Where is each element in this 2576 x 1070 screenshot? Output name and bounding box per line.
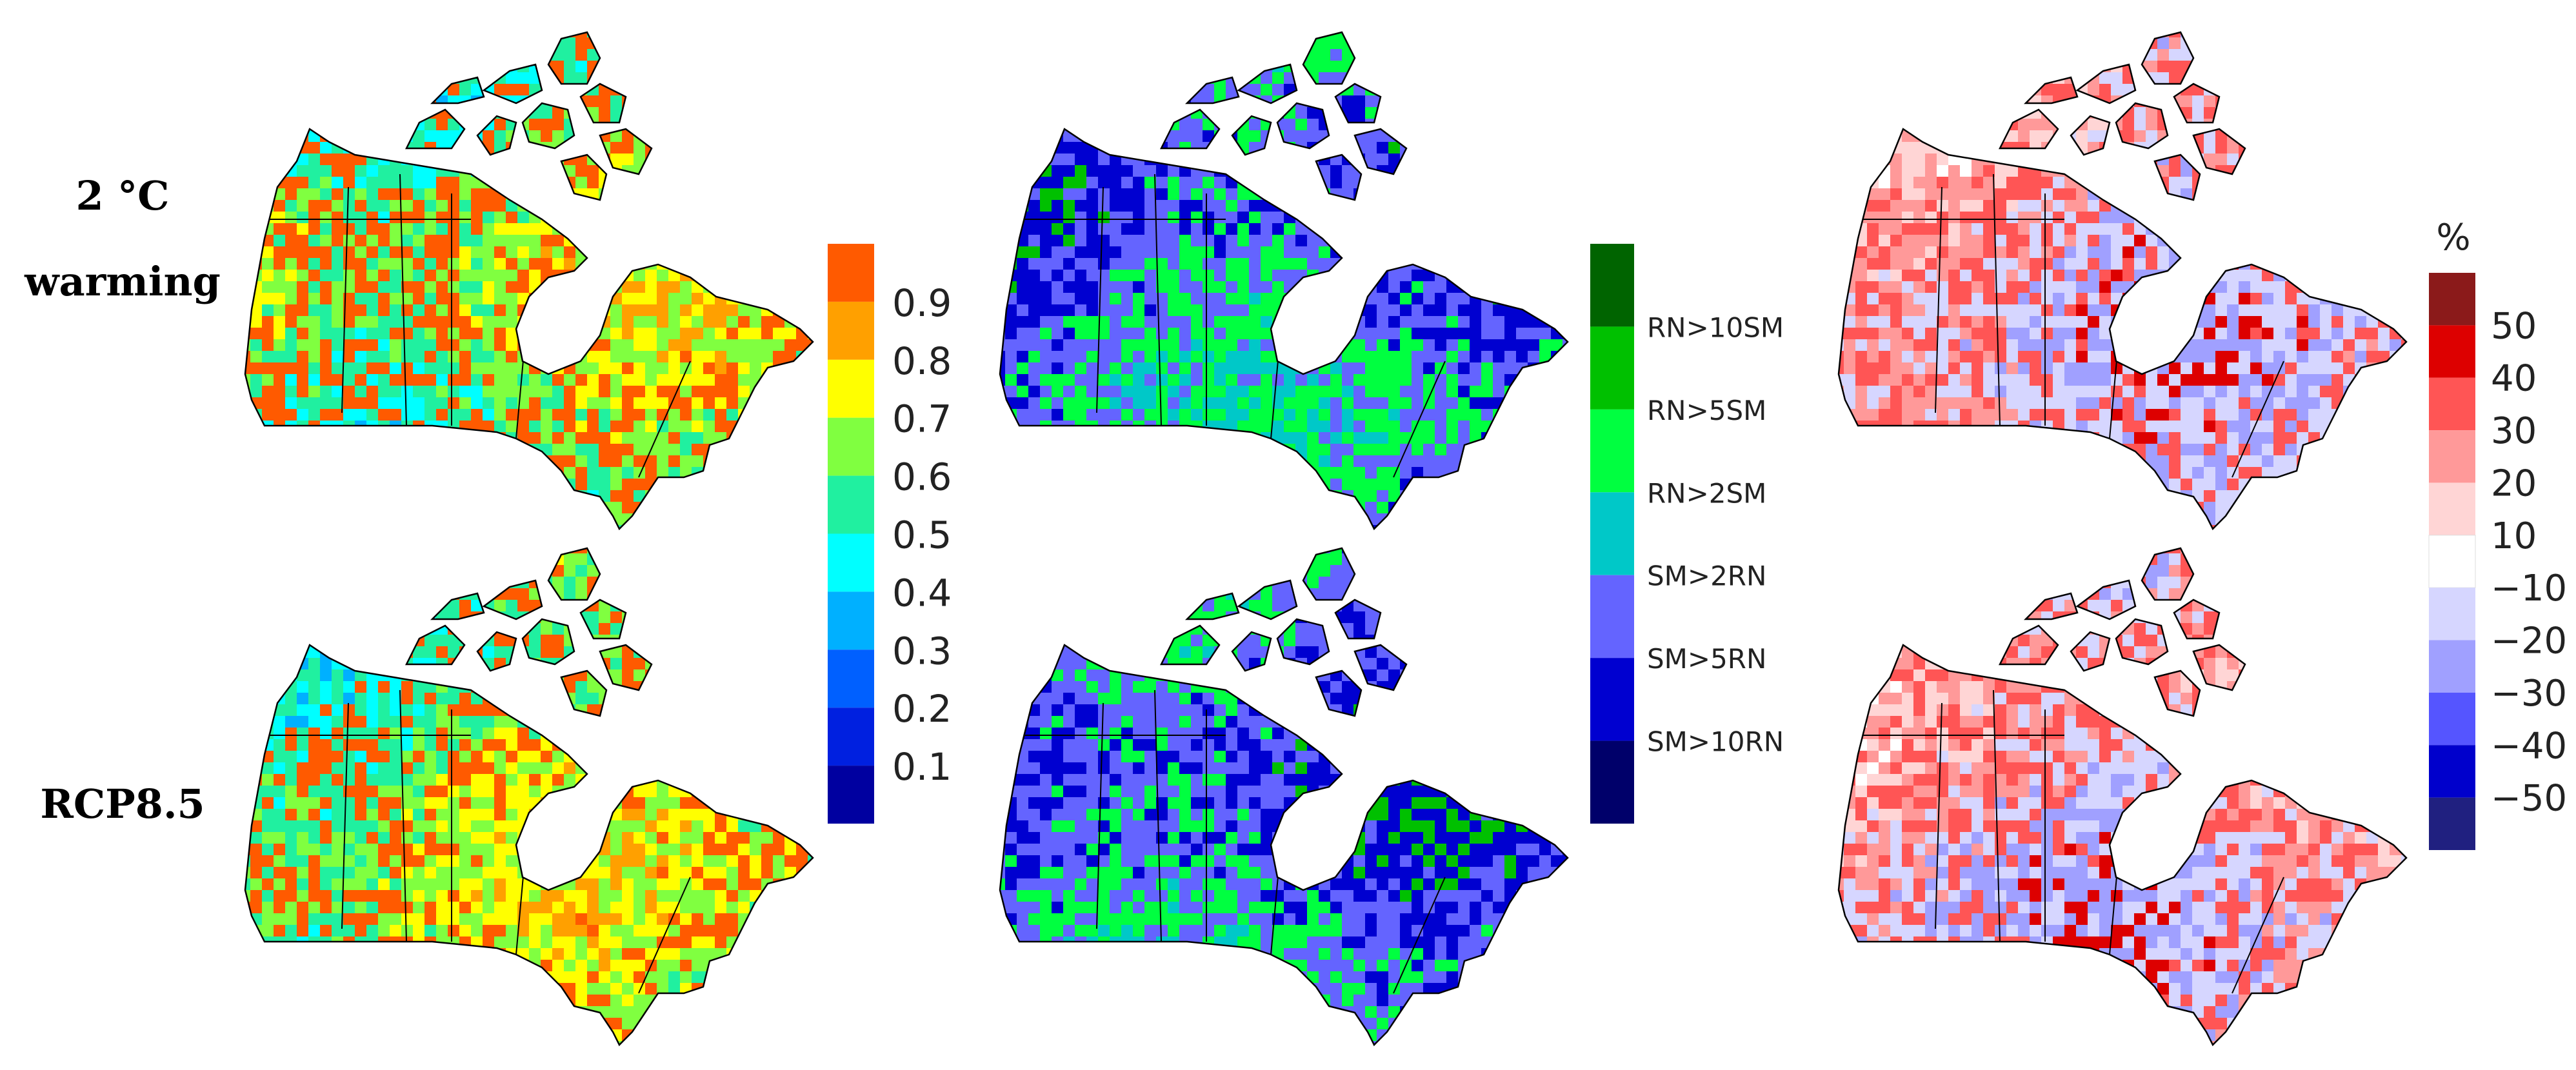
province-border <box>1993 689 2001 942</box>
colorbar-ratio-label: SM>5RN <box>1647 643 1766 675</box>
colorbar-fraction-swatch <box>828 475 874 534</box>
map-ratio-2c <box>999 31 1569 530</box>
map-change-2c <box>1837 31 2408 530</box>
colorbar-ratio-label: RN>2SM <box>1647 477 1766 509</box>
colorbar-change-swatch <box>2429 588 2475 640</box>
colorbar-ratio: RN>10SM RN>5SM RN>2SM SM>2RN SM>5RN SM>10RN <box>1590 244 1784 824</box>
colorbar-fraction-swatch <box>828 244 874 302</box>
row-label-top-line2: warming <box>24 258 221 305</box>
province-border <box>341 702 349 929</box>
colorbar-change: % 50 40 30 20 10 −10 −20 −30 −40 −50 <box>2428 217 2567 850</box>
colorbar-fraction-swatch <box>828 359 874 418</box>
province-border <box>341 186 349 413</box>
province-border <box>2232 361 2284 478</box>
province-border <box>638 877 691 994</box>
province-border <box>2232 877 2284 994</box>
colorbar-fraction-swatch <box>828 533 874 592</box>
province-border <box>1096 702 1104 929</box>
colorbar-change-swatch <box>2429 692 2475 746</box>
colorbar-change-swatch <box>2428 535 2476 588</box>
map-cells <box>245 548 813 1045</box>
colorbar-ratio-swatch <box>1590 492 1634 575</box>
colorbar-change-swatch <box>2429 745 2475 798</box>
colorbar-change-swatch <box>2429 273 2475 326</box>
colorbar-ratio-swatch <box>1590 740 1634 824</box>
colorbar-ratio-swatch <box>1590 575 1634 659</box>
colorbar-fraction-tick: 0.7 <box>892 397 952 441</box>
colorbar-ratio-label: RN>5SM <box>1647 395 1766 426</box>
map-cells <box>1000 32 1568 529</box>
province-border <box>399 173 407 426</box>
colorbar-change-swatch <box>2429 640 2475 693</box>
colorbar-change-tick: 20 <box>2491 462 2537 504</box>
colorbar-fraction-tick: 0.1 <box>892 745 952 789</box>
province-border <box>638 361 691 478</box>
colorbar-fraction-tick: 0.8 <box>892 339 952 383</box>
province-border <box>1154 689 1162 942</box>
map-fraction-2c <box>244 31 814 530</box>
province-border <box>1154 173 1162 426</box>
province-border <box>1096 186 1104 413</box>
map-cells <box>1839 548 2406 1045</box>
colorbar-change-unit: % <box>2436 217 2470 259</box>
province-border <box>1393 877 1446 994</box>
colorbar-ratio-label: SM>2RN <box>1647 560 1766 592</box>
map-cells <box>245 32 813 529</box>
colorbar-fraction-tick: 0.3 <box>892 629 952 673</box>
colorbar-fraction-tick: 0.9 <box>892 281 952 325</box>
colorbar-fraction-swatch <box>828 708 874 766</box>
colorbar-ratio-swatch <box>1590 658 1634 741</box>
province-border <box>1393 361 1446 478</box>
colorbar-change-tick: −10 <box>2491 568 2567 609</box>
colorbar-fraction-swatch <box>828 301 874 360</box>
colorbar-change-tick: 30 <box>2491 410 2537 452</box>
colorbar-change-tick: −30 <box>2491 673 2567 715</box>
colorbar-change-tick: −20 <box>2491 620 2567 662</box>
colorbar-fraction-swatch <box>828 649 874 708</box>
province-border <box>1993 173 2001 426</box>
province-border <box>1935 702 1942 929</box>
colorbar-ratio-swatch <box>1590 244 1634 327</box>
colorbar-change-swatch <box>2429 377 2475 431</box>
colorbar-ratio-swatch <box>1590 326 1634 410</box>
province-border <box>1935 186 1942 413</box>
colorbar-fraction-tick: 0.4 <box>892 571 952 615</box>
colorbar-fraction-tick: 0.5 <box>892 513 952 557</box>
row-label-top-line1: 2 °C <box>75 172 169 219</box>
colorbar-ratio-swatch <box>1590 409 1634 493</box>
map-ratio-rcp85 <box>999 547 1569 1046</box>
colorbar-fraction-swatch <box>828 591 874 650</box>
colorbar-change-tick: 40 <box>2491 358 2537 400</box>
colorbar-fraction-swatch <box>828 417 874 476</box>
row-label-bottom: RCP8.5 <box>40 780 205 827</box>
colorbar-fraction-tick: 0.6 <box>892 455 952 499</box>
colorbar-change-tick: −50 <box>2491 778 2567 820</box>
colorbar-change-tick: −40 <box>2491 725 2567 767</box>
colorbar-change-swatch <box>2429 325 2475 378</box>
map-fraction-rcp85 <box>244 547 814 1046</box>
map-cells <box>1000 548 1568 1045</box>
colorbar-change-tick: 10 <box>2491 515 2537 557</box>
colorbar-change-swatch <box>2429 482 2475 535</box>
province-border <box>399 689 407 942</box>
map-cells <box>1839 32 2406 529</box>
colorbar-change-tick: 50 <box>2491 305 2537 347</box>
colorbar-ratio-label: RN>10SM <box>1647 312 1784 343</box>
map-change-rcp85 <box>1837 547 2408 1046</box>
colorbar-fraction: 0.9 0.8 0.7 0.6 0.5 0.4 0.3 0.2 0.1 <box>828 244 952 824</box>
colorbar-change-swatch <box>2429 797 2475 850</box>
colorbar-change-swatch <box>2429 430 2475 483</box>
colorbar-ratio-label: SM>10RN <box>1647 726 1784 758</box>
colorbar-fraction-swatch <box>828 766 874 824</box>
colorbar-fraction-tick: 0.2 <box>892 687 952 731</box>
